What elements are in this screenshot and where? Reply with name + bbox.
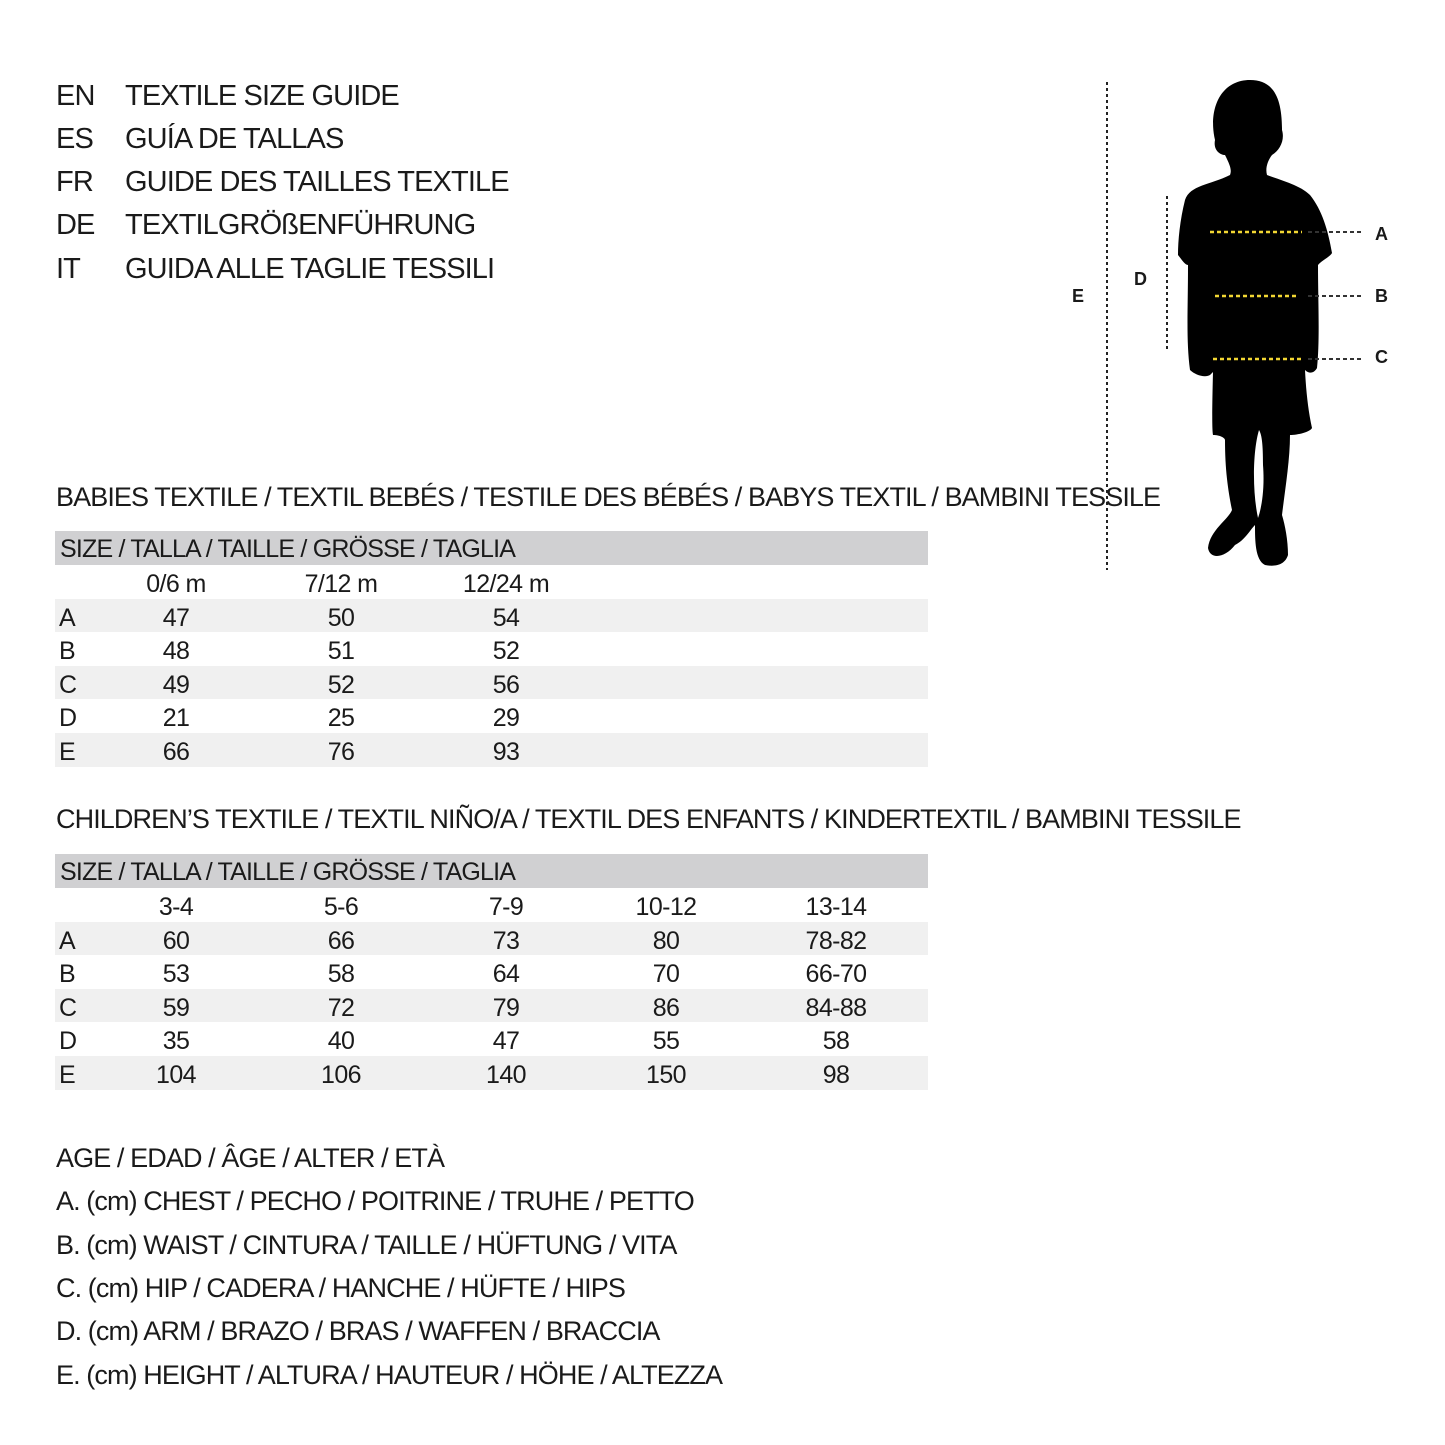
cell-value: 51 [327,637,355,666]
children-size-table: SIZE / TALLA / TAILLE / GRÖSSE / TAGLIA 3… [55,854,928,1090]
table-row: A 47 50 54 [55,598,928,633]
cell-value: 150 [646,1060,687,1089]
table-header: SIZE / TALLA / TAILLE / GRÖSSE / TAGLIA [55,854,928,888]
legend-item: C. (cm) HIP / CADERA / HANCHE / HÜFTE / … [56,1273,626,1303]
cell-value: 79 [492,993,520,1022]
children-section-title: CHILDREN’S TEXTILE / TEXTIL NIÑO/A / TEX… [56,804,1242,834]
cell-value: 78-82 [805,926,868,955]
label-d: D [1134,269,1147,289]
cell-value: 106 [321,1060,362,1089]
legend-item: B. (cm) WAIST / CINTURA / TAILLE / HÜFTU… [56,1230,677,1260]
title-text: TEXTILGRÖßENFÜHRUNG [125,209,476,241]
cell-value: 40 [327,1027,355,1056]
column-header: 0/6 m [146,570,206,598]
cell-value: 49 [162,670,190,699]
column-header: 12/24 m [462,570,550,598]
cell-value: 35 [162,1027,190,1056]
column-header: 5-6 [323,893,359,921]
title-text: GUIDA ALLE TAGLIE TESSILI [125,253,495,285]
child-silhouette-icon [1106,80,1362,570]
cell-value: 70 [652,960,680,989]
cell-value: 98 [822,1060,850,1089]
cell-value: 54 [492,603,520,632]
cell-value: 64 [492,960,520,989]
row-label: C [59,670,77,699]
babies-size-table: SIZE / TALLA / TAILLE / GRÖSSE / TAGLIA 0… [55,531,928,767]
cell-value: 52 [492,637,520,666]
column-header-row: 0/6 m 7/12 m 12/24 m [55,565,928,599]
table-row: B 53 58 64 70 66-70 [55,955,928,989]
table-row: A 60 66 73 80 78-82 [55,921,928,956]
cell-value: 66-70 [805,960,868,989]
table-row: E 104 106 140 150 98 [55,1055,928,1090]
cell-value: 50 [327,603,355,632]
column-header: 13-14 [805,893,868,921]
cell-value: 60 [162,926,190,955]
cell-value: 55 [652,1027,680,1056]
cell-value: 58 [822,1027,850,1056]
cell-value: 84-88 [805,993,868,1022]
table-row: B 48 51 52 [55,632,928,666]
cell-value: 25 [327,704,355,733]
row-label: E [59,737,76,766]
cell-value: 53 [162,960,190,989]
cell-value: 86 [652,993,680,1022]
cell-value: 66 [327,926,355,955]
legend-item: D. (cm) ARM / BRAZO / BRAS / WAFFEN / BR… [56,1316,660,1346]
row-label: E [59,1060,76,1089]
cell-value: 72 [327,993,355,1022]
row-label: A [59,603,76,632]
table-row: C 59 72 79 86 84-88 [55,988,928,1023]
row-label: B [59,960,76,989]
row-label: B [59,637,76,666]
row-label: A [59,926,76,955]
label-a: A [1375,224,1388,244]
row-label: D [59,704,77,733]
lang-code: IT [56,253,81,285]
title-text: GUIDE DES TAILLES TEXTILE [125,166,510,198]
cell-value: 47 [162,603,190,632]
table-row: C 49 52 56 [55,665,928,700]
cell-value: 29 [492,704,520,733]
legend-item: A. (cm) CHEST / PECHO / POITRINE / TRUHE… [56,1186,695,1216]
cell-value: 47 [492,1027,520,1056]
cell-value: 21 [162,704,190,733]
lang-code: DE [56,209,95,241]
column-header-row: 3-4 5-6 7-9 10-12 13-14 [55,888,928,922]
cell-value: 93 [492,737,520,766]
label-c: C [1375,347,1388,367]
label-e: E [1072,286,1085,306]
cell-value: 58 [327,960,355,989]
lang-code: FR [56,166,94,198]
cell-value: 48 [162,637,190,666]
title-text: GUÍA DE TALLAS [125,123,344,155]
table-row: E 66 76 93 [55,732,928,767]
cell-value: 59 [162,993,190,1022]
lang-code: ES [56,123,94,155]
cell-value: 66 [162,737,190,766]
babies-section-title: BABIES TEXTILE / TEXTIL BEBÉS / TESTILE … [56,482,1161,512]
title-text: TEXTILE SIZE GUIDE [125,80,400,112]
table-row: D 35 40 47 55 58 [55,1022,928,1056]
column-header: 7/12 m [304,570,378,598]
table-header: SIZE / TALLA / TAILLE / GRÖSSE / TAGLIA [55,531,928,565]
cell-value: 76 [327,737,355,766]
cell-value: 140 [486,1060,527,1089]
legend-item: AGE / EDAD / ÂGE / ALTER / ETÀ [56,1143,445,1173]
cell-value: 56 [492,670,520,699]
cell-value: 80 [652,926,680,955]
legend-item: E. (cm) HEIGHT / ALTURA / HAUTEUR / HÖHE… [56,1360,723,1390]
column-header: 7-9 [488,893,524,921]
row-label: D [59,1027,77,1056]
column-header: 10-12 [635,893,698,921]
lang-code: EN [56,80,95,112]
cell-value: 104 [156,1060,197,1089]
row-label: C [59,993,77,1022]
cell-value: 73 [492,926,520,955]
label-b: B [1375,286,1388,306]
table-row: D 21 25 29 [55,699,928,733]
cell-value: 52 [327,670,355,699]
column-header: 3-4 [158,893,194,921]
